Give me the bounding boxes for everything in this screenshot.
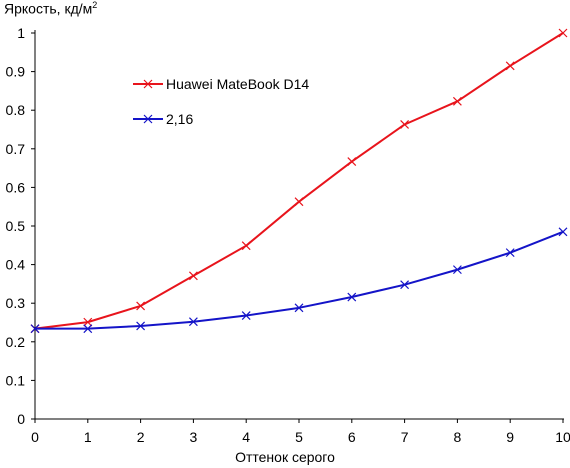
data-point-huawei bbox=[83, 317, 93, 327]
x-tick-label: 0 bbox=[31, 429, 39, 445]
y-tick-label: 0.9 bbox=[6, 64, 26, 80]
data-point-huawei bbox=[505, 61, 515, 71]
x-tick-label: 1 bbox=[84, 429, 92, 445]
plot-area bbox=[30, 28, 568, 334]
x-tick-label: 8 bbox=[454, 429, 462, 445]
data-point-gamma bbox=[30, 324, 40, 334]
data-point-gamma bbox=[452, 265, 462, 275]
data-point-gamma bbox=[188, 317, 198, 327]
x-tick-label: 6 bbox=[348, 429, 356, 445]
data-point-gamma bbox=[400, 280, 410, 290]
data-point-huawei bbox=[188, 271, 198, 281]
y-tick-label: 0 bbox=[17, 411, 25, 427]
legend-marker-huawei bbox=[143, 79, 153, 89]
data-point-huawei bbox=[294, 197, 304, 207]
axes: 00.10.20.30.40.50.60.70.80.910 1 2 3 4 5 6 7 8 9 1… bbox=[6, 25, 570, 445]
data-point-gamma bbox=[294, 303, 304, 313]
y-tick-label: 1 bbox=[17, 25, 25, 41]
data-point-huawei bbox=[400, 120, 410, 129]
legend-label-huawei: Huawei MateBook D14 bbox=[166, 76, 309, 92]
data-point-huawei bbox=[136, 301, 146, 311]
legend-marker-gamma bbox=[143, 114, 153, 124]
data-point-huawei bbox=[347, 157, 357, 166]
data-point-gamma bbox=[241, 311, 251, 320]
x-axis-title: Оттенок серого bbox=[235, 449, 335, 465]
data-point-gamma bbox=[505, 248, 515, 258]
x-tick-label: 4 bbox=[242, 429, 250, 445]
data-point-gamma bbox=[83, 324, 93, 334]
y-tick-label: 0.2 bbox=[6, 334, 26, 350]
y-axis-title: Яркость, кд/м2 bbox=[4, 0, 98, 17]
legend-label-gamma: 2,16 bbox=[166, 111, 193, 127]
data-point-gamma bbox=[347, 292, 357, 302]
data-point-huawei bbox=[241, 241, 251, 251]
x-tick-label: 10 bbox=[555, 429, 570, 445]
data-point-huawei bbox=[558, 28, 568, 38]
y-tick-label: 0.3 bbox=[6, 295, 26, 311]
data-point-gamma bbox=[558, 227, 568, 237]
data-point-gamma bbox=[136, 321, 146, 331]
data-point-huawei bbox=[452, 96, 462, 106]
y-tick-label: 0.5 bbox=[6, 218, 26, 234]
x-tick-label: 2 bbox=[137, 429, 145, 445]
x-tick-label: 5 bbox=[295, 429, 303, 445]
x-tick-label: 7 bbox=[401, 429, 409, 445]
x-tick-label: 3 bbox=[190, 429, 198, 445]
x-tick-label: 9 bbox=[506, 429, 514, 445]
y-tick-label: 0.4 bbox=[6, 257, 26, 273]
y-tick-label: 0.6 bbox=[6, 179, 26, 195]
y-tick-label: 0.1 bbox=[6, 372, 26, 388]
y-tick-label: 0.8 bbox=[6, 102, 26, 118]
y-tick-label: 0.7 bbox=[6, 141, 26, 157]
legend: Huawei MateBook D14 2,16 bbox=[133, 76, 309, 127]
